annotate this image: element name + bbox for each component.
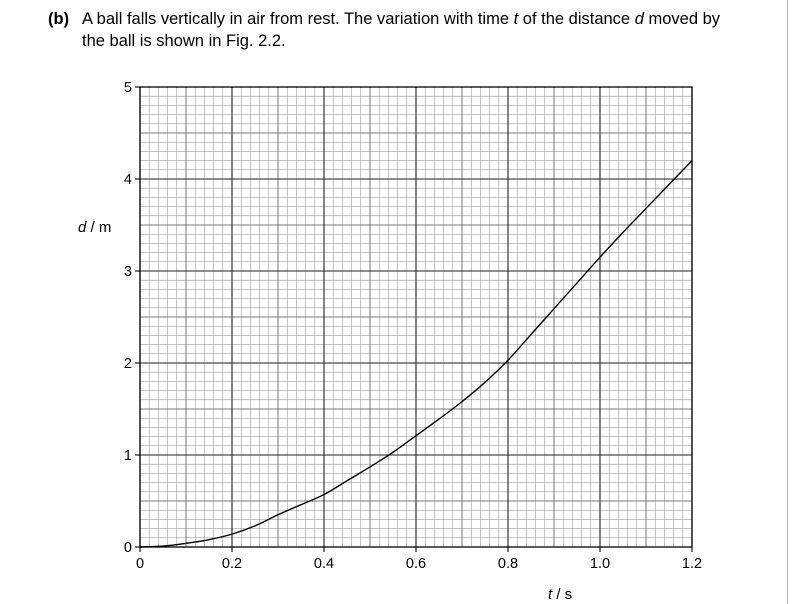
- x-tick-label: 0.8: [498, 556, 518, 572]
- question-line2: the ball is shown in Fig. 2.2.: [82, 32, 286, 50]
- question-line1-part1: A ball falls vertically in air from rest…: [82, 10, 514, 28]
- y-axis-label: d / m: [78, 219, 111, 236]
- y-tick-label: 4: [124, 172, 132, 188]
- tick-labels: 0 0.2 0.4 0.6 0.8 1.0 1.2 0 1 2 3 4 5: [124, 80, 702, 572]
- x-tick-label: 0.2: [222, 556, 242, 572]
- x-tick-label: 0.6: [406, 556, 426, 572]
- x-axis-label: t / s: [548, 586, 572, 603]
- question-line1-part3: moved by: [643, 10, 721, 28]
- x-tick-label: 0.4: [314, 556, 334, 572]
- x-tick-label: 0: [136, 556, 144, 572]
- axis-ticks: [135, 86, 693, 552]
- y-tick-label: 5: [124, 80, 132, 96]
- x-tick-label: 1.0: [590, 556, 610, 572]
- question-label: (b): [48, 10, 70, 28]
- y-tick-label: 3: [124, 264, 132, 280]
- y-tick-label: 0: [124, 540, 132, 556]
- question-var-t: t: [513, 10, 519, 28]
- y-tick-label: 2: [124, 356, 132, 372]
- distance-curve: [139, 160, 693, 548]
- y-tick-label: 1: [124, 448, 132, 464]
- question-body: A ball falls vertically in air from rest…: [82, 8, 782, 52]
- question-var-d: d: [634, 10, 644, 28]
- x-tick-label: 1.2: [682, 556, 702, 572]
- page-edge-line: [787, 0, 788, 604]
- question-line1-part2: of the distance: [518, 10, 635, 28]
